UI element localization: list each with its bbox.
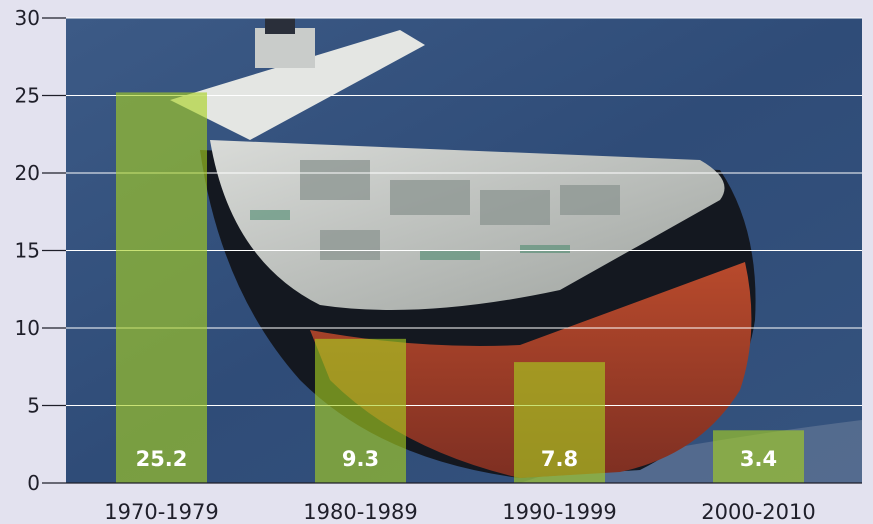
y-tick-label: 0 xyxy=(27,471,40,495)
y-tick-label: 25 xyxy=(15,84,40,108)
bar-value-label: 7.8 xyxy=(541,447,578,471)
bar xyxy=(514,362,605,483)
y-tick-label: 5 xyxy=(27,394,40,418)
bar-value-label: 25.2 xyxy=(136,447,188,471)
x-category-label: 1970-1979 xyxy=(104,500,218,524)
x-category-label: 2000-2010 xyxy=(701,500,815,524)
y-tick-label: 10 xyxy=(15,316,40,340)
bar-value-label: 9.3 xyxy=(342,447,379,471)
x-axis-labels: 1970-1979 1980-1989 1990-1999 2000-2010 xyxy=(104,500,815,524)
data-labels: 25.2 9.3 7.8 3.4 xyxy=(136,447,778,471)
y-tick-label: 15 xyxy=(15,239,40,263)
bar xyxy=(713,430,804,483)
bar xyxy=(315,338,406,483)
y-tick-label: 30 xyxy=(15,6,40,30)
y-tick-label: 20 xyxy=(15,161,40,185)
x-category-label: 1980-1989 xyxy=(303,500,417,524)
bar-value-label: 3.4 xyxy=(740,447,777,471)
bar xyxy=(116,92,207,484)
x-category-label: 1990-1999 xyxy=(502,500,616,524)
y-axis: 0 5 10 15 20 25 30 xyxy=(15,6,862,495)
bars xyxy=(116,92,804,484)
